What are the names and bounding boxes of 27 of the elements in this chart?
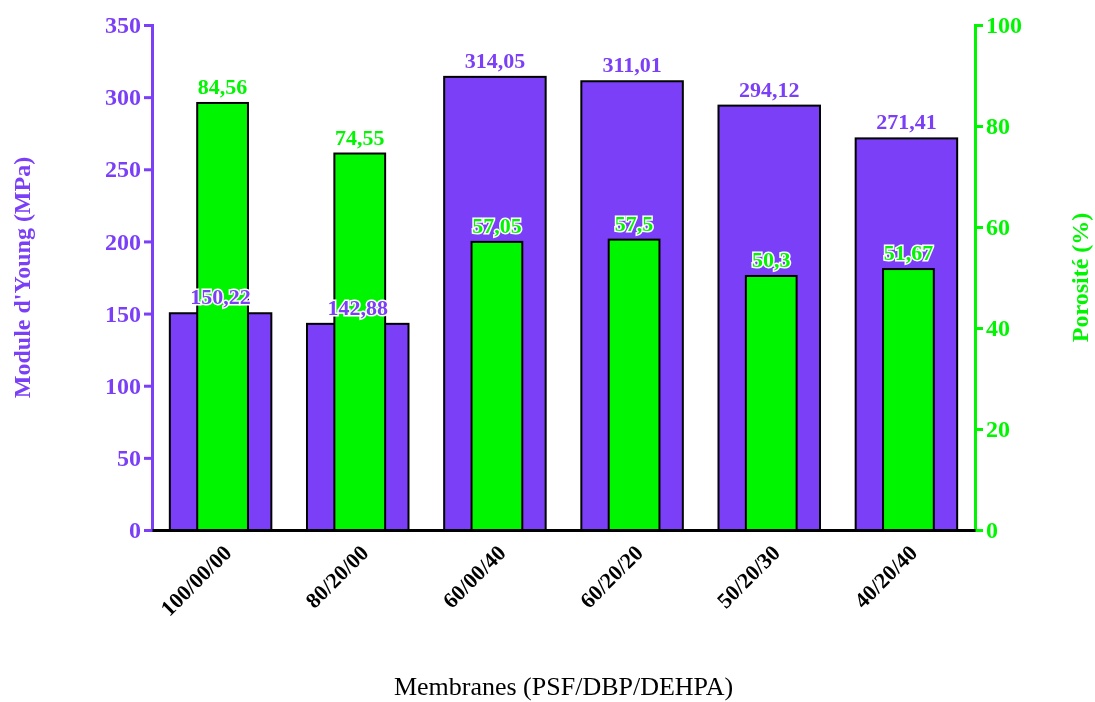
y-tick-label: 0	[129, 517, 141, 544]
y2-tick-label: 60	[986, 214, 1010, 241]
y2-tick-label: 100	[986, 12, 1022, 39]
data-label: 74,55	[335, 124, 385, 150]
data-label: 271,41	[876, 109, 937, 135]
y-tick-label: 300	[105, 84, 141, 111]
y2-tick-label: 0	[986, 517, 998, 544]
y-tick-label: 350	[105, 12, 141, 39]
y-tick-label: 100	[105, 372, 141, 399]
data-label: 311,01	[602, 52, 662, 78]
y2-axis-title: Porosité (%)	[1067, 212, 1093, 343]
x-axis-title: Membranes (PSF/DBP/DEHPA)	[393, 672, 734, 701]
data-label: 57,05	[472, 212, 522, 238]
y-tick-label: 150	[105, 300, 141, 327]
data-label: 314,05	[464, 47, 526, 73]
data-label: 51,67	[883, 240, 934, 266]
y2-tick-label: 40	[986, 315, 1010, 342]
data-label: 294,12	[739, 76, 800, 102]
y2-tick-label: 20	[986, 416, 1010, 443]
data-label: 50,3	[752, 246, 791, 272]
y-tick-label: 200	[105, 228, 141, 255]
y-axis-title: Module d'Young (MPa)	[9, 156, 35, 399]
y-tick-label: 250	[105, 156, 141, 183]
y-tick-label: 50	[117, 445, 141, 472]
y2-tick-label: 80	[986, 113, 1010, 140]
data-label: 84,56	[197, 73, 248, 99]
data-label: 57,5	[614, 210, 654, 236]
